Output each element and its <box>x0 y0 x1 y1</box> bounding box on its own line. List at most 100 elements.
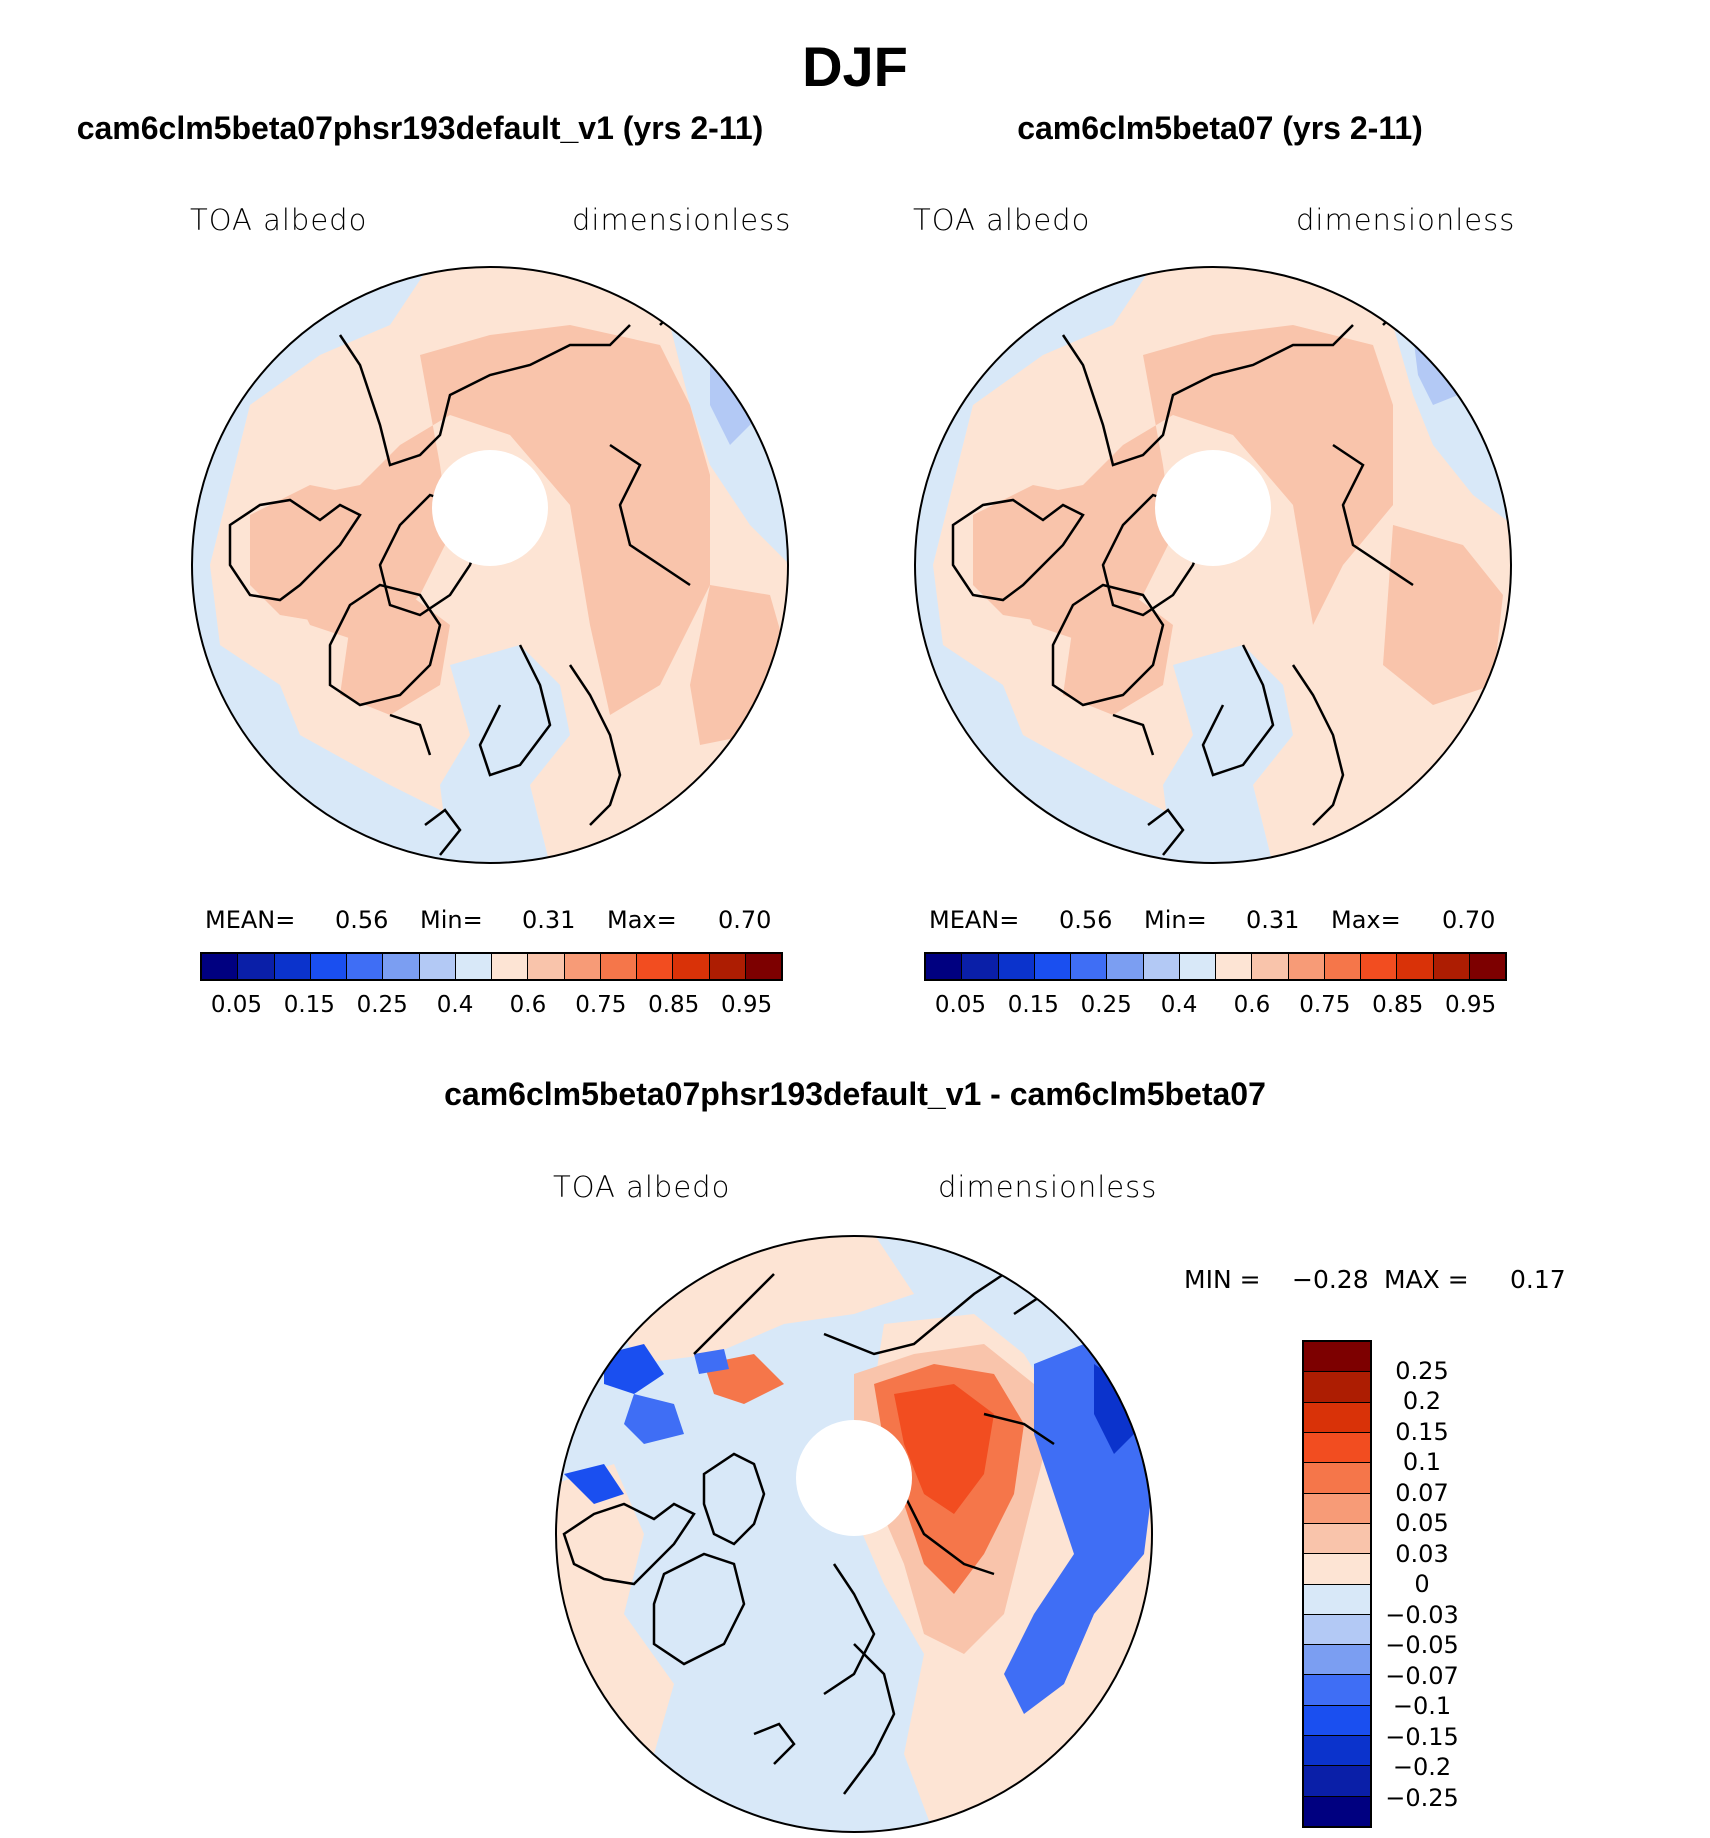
colorbar-swatch <box>1252 954 1289 979</box>
diff-blue-west-1 <box>604 1344 664 1394</box>
colorbar-tick-label: 0.6 <box>1233 992 1271 1018</box>
colorbar-swatch <box>1304 1432 1370 1464</box>
panel-1-mean-value: 0.56 <box>335 906 389 934</box>
figure-title: DJF <box>802 35 908 98</box>
colorbar-swatch <box>1304 1554 1370 1585</box>
colorbar-tick-label: −0.25 <box>1385 1783 1459 1812</box>
colorbar-tick-label: 0.1 <box>1402 1448 1442 1476</box>
coastlines <box>562 1272 1075 1795</box>
colorbar-tick-label: 0.05 <box>1395 1509 1449 1537</box>
region-light-blue-west <box>915 267 1213 863</box>
panel-3-units: dimensionless <box>938 1170 1158 1204</box>
colorbar-swatch <box>419 954 456 979</box>
region-light-blue-atlantic <box>1163 645 1293 863</box>
diff-red-core <box>894 1384 994 1514</box>
colorbar-tick-label: 0.75 <box>1299 992 1351 1018</box>
colorbar-tick-label: 0.85 <box>1372 992 1424 1018</box>
pole-hole <box>432 450 548 566</box>
colorbar-swatch <box>310 954 347 979</box>
panel-1-colorbar-labels: 0.05 0.15 0.25 0.4 0.6 0.75 0.85 0.95 <box>200 992 783 1022</box>
panel-3-min-value: −0.28 <box>1292 1265 1369 1294</box>
panel-3-max-value: 0.17 <box>1510 1265 1566 1294</box>
colorbar-swatch <box>1288 954 1325 979</box>
region-peach-greenland <box>1063 595 1173 715</box>
colorbar-tick-label: −0.07 <box>1385 1661 1459 1690</box>
colorbar-tick-label: 0.05 <box>210 992 263 1018</box>
diff-blue-west-2 <box>624 1394 684 1444</box>
colorbar-swatch <box>1304 1645 1370 1676</box>
colorbar-swatch <box>1304 1736 1370 1767</box>
panel-2-title: cam6clm5beta07 (yrs 2-11) <box>1017 110 1423 146</box>
panel-2-min-label: Min= <box>1144 906 1207 934</box>
colorbar-swatch <box>1304 1584 1370 1615</box>
region-peach-asia-east <box>1383 525 1503 705</box>
colorbar-tick-label: 0.15 <box>283 992 335 1018</box>
colorbar-swatch <box>1304 1614 1370 1646</box>
panel-1-min-label: Min= <box>420 906 483 934</box>
colorbar-tick-label: 0.2 <box>1402 1387 1442 1415</box>
colorbar-swatch <box>962 954 999 979</box>
panel-2-colorbar <box>924 952 1507 981</box>
colorbar-swatch <box>347 954 384 979</box>
map-border <box>191 266 789 864</box>
panel-2-units: dimensionless <box>1296 203 1516 237</box>
colorbar-swatch <box>528 954 565 979</box>
panel-3-max-label: MAX = <box>1384 1265 1469 1294</box>
panel-3-title: cam6clm5beta07phsr193default_v1 - cam6cl… <box>444 1076 1266 1112</box>
colorbar-swatch <box>492 954 529 979</box>
colorbar-tick-label: 0.15 <box>1395 1417 1449 1446</box>
colorbar-swatch <box>1304 1766 1370 1797</box>
map-border <box>555 1235 1153 1833</box>
colorbar-swatch <box>274 954 311 979</box>
colorbar-tick-label: 0.4 <box>1160 992 1198 1018</box>
panel-1-title: cam6clm5beta07phsr193default_v1 (yrs 2-1… <box>76 110 764 146</box>
colorbar-swatch <box>1304 1796 1370 1826</box>
colorbar-swatch <box>1034 954 1071 979</box>
colorbar-swatch <box>1433 954 1470 979</box>
panel-1-units: dimensionless <box>572 203 792 237</box>
region-light-blue-west <box>192 267 490 863</box>
colorbar-tick-label: 0.25 <box>1080 992 1132 1018</box>
colorbar-swatch <box>1469 954 1505 979</box>
panel-3-map <box>555 1235 1153 1833</box>
panel-2-min-value: 0.31 <box>1246 906 1300 934</box>
pole-hole <box>1155 450 1271 566</box>
diff-peach-north <box>614 1236 914 1364</box>
colorbar-tick-label: 0.95 <box>1444 992 1497 1018</box>
colorbar-swatch <box>1304 1402 1370 1433</box>
colorbar-tick-label: −0.2 <box>1392 1753 1452 1781</box>
colorbar-tick-label: 0.95 <box>720 992 773 1018</box>
colorbar-swatch <box>1304 1342 1370 1373</box>
panel-2-max-label: Max= <box>1331 906 1401 934</box>
coastlines <box>951 283 1434 856</box>
diff-blue-west-4 <box>694 1349 729 1374</box>
pole-hole <box>796 1420 912 1536</box>
panel-1-mean-label: MEAN= <box>205 906 296 934</box>
colorbar-tick-label: −0.15 <box>1385 1722 1459 1751</box>
panel-1-max-label: Max= <box>607 906 677 934</box>
colorbar-swatch <box>673 954 710 979</box>
colorbar-swatch <box>1304 1523 1370 1555</box>
colorbar-tick-label: −0.03 <box>1385 1600 1459 1629</box>
colorbar-tick-label: −0.05 <box>1385 1631 1459 1659</box>
colorbar-tick-label: 0.25 <box>356 992 408 1018</box>
colorbar-swatch <box>600 954 637 979</box>
colorbar-swatch <box>202 954 239 979</box>
colorbar-swatch <box>1143 954 1180 979</box>
panel-2-variable: TOA albedo <box>913 203 1091 237</box>
colorbar-swatch <box>926 954 963 979</box>
colorbar-tick-label: 0.07 <box>1395 1478 1449 1507</box>
diff-blue-west-3 <box>564 1464 624 1504</box>
colorbar-swatch <box>564 954 601 979</box>
panel-2-mean-label: MEAN= <box>929 906 1020 934</box>
panel-1-colorbar <box>200 952 783 981</box>
colorbar-swatch <box>745 954 781 979</box>
region-peach-canada <box>973 485 1113 625</box>
panel-1-variable: TOA albedo <box>190 203 368 237</box>
colorbar-tick-label: 0.15 <box>1007 992 1059 1018</box>
colorbar-swatch <box>1324 954 1361 979</box>
colorbar-tick-label: 0.6 <box>509 992 547 1018</box>
colorbar-swatch <box>238 954 275 979</box>
colorbar-tick-label: 0 <box>1414 1570 1430 1598</box>
colorbar-swatch <box>1216 954 1253 979</box>
